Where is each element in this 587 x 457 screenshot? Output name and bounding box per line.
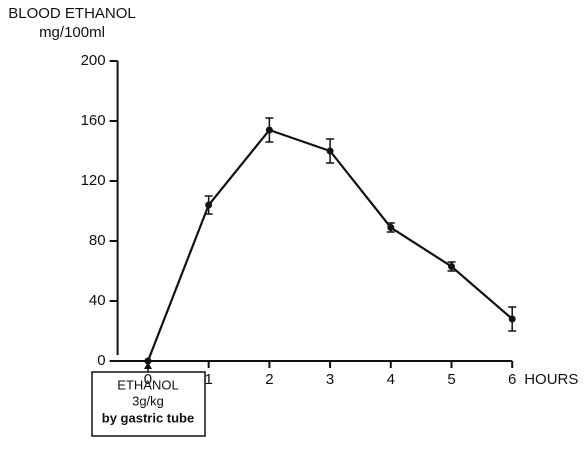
y-tick-label: 0 xyxy=(97,352,105,369)
data-point xyxy=(144,357,152,365)
annotation-text: 3g/kg xyxy=(132,393,164,408)
y-tick-label: 40 xyxy=(89,292,106,309)
data-point xyxy=(447,263,455,270)
data-point xyxy=(387,224,395,231)
data-point xyxy=(265,126,273,134)
y-axis-label: BLOOD ETHANOL xyxy=(8,5,136,22)
x-tick-label: 1 xyxy=(204,371,212,388)
data-point xyxy=(508,315,516,323)
y-tick-label: 160 xyxy=(81,112,106,129)
x-tick-label: 6 xyxy=(508,371,516,388)
y-tick-label: 200 xyxy=(81,52,106,69)
x-tick-label: 3 xyxy=(326,371,334,388)
y-tick-label: 120 xyxy=(81,172,106,189)
annotation-text: ETHANOL xyxy=(117,377,178,392)
x-tick-label: 2 xyxy=(265,371,273,388)
data-line xyxy=(146,128,513,362)
x-axis-label: HOURS xyxy=(524,371,578,388)
x-tick-label: 0 xyxy=(144,371,152,388)
x-tick-label: 4 xyxy=(387,371,395,388)
data-point xyxy=(205,201,213,209)
data-point xyxy=(326,147,334,155)
y-tick-label: 80 xyxy=(89,232,106,249)
x-tick-label: 5 xyxy=(447,371,455,388)
annotation-text: by gastric tube xyxy=(102,410,194,425)
y-axis-label: mg/100ml xyxy=(39,24,105,41)
